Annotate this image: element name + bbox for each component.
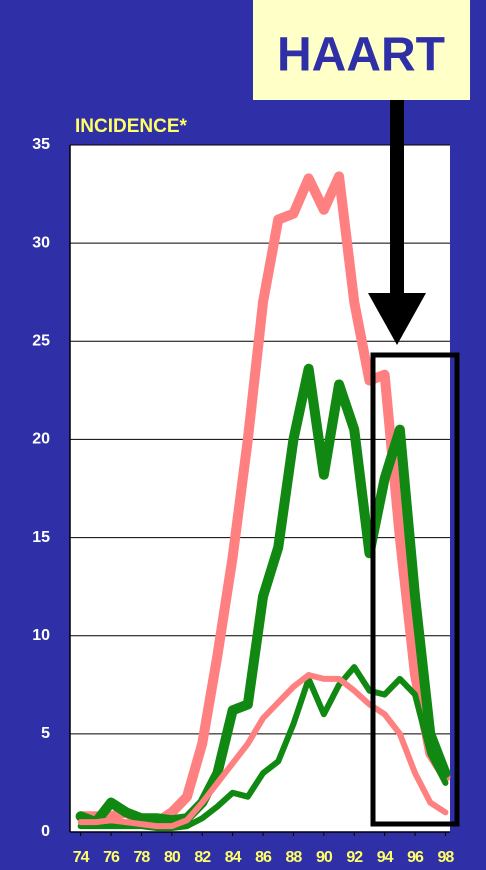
y-tick-label: 5 [41, 725, 50, 742]
y-tick-label: 35 [32, 136, 50, 153]
y-tick-label: 25 [32, 333, 50, 350]
x-tick-label: 98 [438, 849, 455, 866]
x-tick-label: 78 [134, 849, 151, 866]
x-tick-label: 74 [73, 849, 90, 866]
x-tick-label: 82 [194, 849, 211, 866]
arrow-shaft [390, 100, 404, 295]
x-tick-label: 96 [407, 849, 424, 866]
x-tick-label: 90 [316, 849, 333, 866]
x-tick-label: 94 [377, 849, 394, 866]
x-tick-label: 76 [103, 849, 120, 866]
highlight-box [370, 352, 460, 827]
y-tick-label: 30 [32, 234, 50, 251]
y-tick-label: 15 [32, 529, 50, 546]
y-tick-label: 0 [41, 823, 50, 840]
x-tick-label: 84 [225, 849, 242, 866]
y-tick-label: 20 [32, 431, 50, 448]
x-tick-label: 86 [255, 849, 272, 866]
x-tick-label: 92 [346, 849, 363, 866]
axis-label: INCIDENCE* [75, 116, 188, 137]
x-tick-label: 80 [164, 849, 181, 866]
annotation-box [253, 0, 470, 100]
arrow-head [368, 293, 426, 345]
x-tick-label: 88 [286, 849, 303, 866]
series-line [77, 671, 449, 830]
annotation: HAART [277, 29, 445, 82]
series-line [75, 363, 451, 828]
y-tick-label: 10 [32, 627, 50, 644]
lines [75, 171, 451, 832]
